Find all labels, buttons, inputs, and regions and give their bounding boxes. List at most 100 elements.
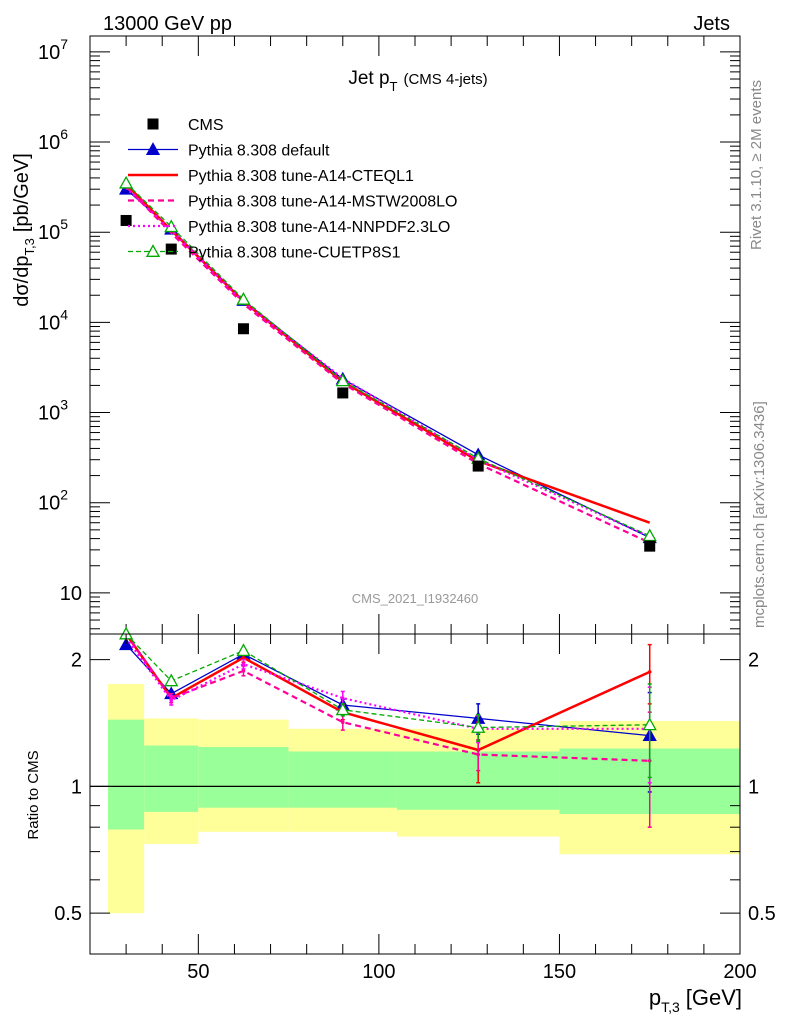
ratio-band-inner	[108, 719, 145, 830]
y-tick-label-exp: 4	[60, 306, 68, 322]
y-tick-label-exp: 7	[60, 36, 68, 52]
y-tick-label-base: 10	[38, 493, 60, 515]
ratio-series-line	[125, 633, 650, 729]
series-line	[125, 182, 650, 537]
y-tick-label: 107	[38, 36, 68, 64]
x-tick-label: 150	[543, 961, 576, 983]
series-marker	[236, 292, 251, 305]
header-right: Jets	[693, 13, 730, 35]
legend-label: Pythia 8.308 tune-A14-CTEQL1	[188, 168, 414, 185]
series-line	[125, 185, 651, 544]
ratio-axes: 50 100 150 200 0.5 0.5 1 1 2 2	[54, 634, 776, 983]
ylabel-main: dσ/dp	[11, 256, 33, 307]
ratio-tick-label: 2	[71, 650, 82, 672]
ratio-series-point	[241, 662, 246, 666]
x-tick-label: 50	[187, 961, 209, 983]
data-point	[165, 243, 177, 255]
legend-label: Pythia 8.308 default	[188, 143, 330, 160]
ratio-tick-label-right: 0.5	[748, 903, 776, 925]
legend: CMS Pythia 8.308 default Pythia 8.308 tune…	[128, 117, 457, 262]
ylabel-unit: [pb/GeV]	[11, 153, 33, 232]
ratio-y-label: Ratio to CMS	[25, 750, 42, 839]
x-axis-label: pT,3 [GeV]	[649, 985, 742, 1015]
series-2	[125, 185, 651, 544]
legend-label-data: CMS	[188, 117, 224, 134]
y-tick-label-exp: 6	[60, 126, 68, 142]
side-text-bottom: mcplots.cern.ch [arXiv:1306.3436]	[751, 401, 768, 628]
ratio-series-marker	[471, 720, 486, 733]
data-point	[120, 214, 132, 226]
xlabel-main: p	[649, 985, 661, 1010]
chart-title: Jet pT (CMS 4-jets)	[348, 68, 487, 94]
y-axis-label: dσ/dpT,3 [pb/GeV]	[11, 153, 37, 307]
ratio-band-inner	[288, 751, 397, 808]
ratio-series-point	[476, 752, 480, 757]
main-marks	[119, 175, 657, 552]
data-point	[644, 540, 656, 552]
ratio-series-marker	[335, 702, 350, 716]
y-tick-label: 103	[38, 397, 68, 425]
legend-swatch-data	[147, 118, 159, 130]
y-tick-label: 106	[38, 126, 68, 154]
ratio-series-point	[340, 696, 345, 700]
series-4	[119, 175, 657, 542]
ratio-series-4	[119, 626, 657, 779]
legend-item-3: Pythia 8.308 tune-A14-NNPDF2.3LO	[128, 219, 450, 236]
series-marker	[335, 373, 350, 387]
series-0	[119, 181, 657, 544]
data-points	[120, 214, 656, 552]
legend-label: Pythia 8.308 tune-A14-NNPDF2.3LO	[188, 219, 450, 236]
y-tick-label-base: 10	[38, 312, 60, 334]
legend-item-0: Pythia 8.308 default	[128, 142, 330, 160]
legend-swatch-marker	[145, 142, 161, 155]
legend-item-1: Pythia 8.308 tune-A14-CTEQL1	[128, 168, 414, 185]
ratio-series-point	[647, 670, 652, 674]
y-tick-label: 105	[38, 216, 68, 244]
y-tick-label-exp: 5	[60, 216, 68, 232]
y-tick-label-base: 10	[38, 222, 60, 244]
ratio-series-marker	[236, 643, 251, 657]
title-note: (CMS 4-jets)	[403, 71, 487, 88]
data-point	[337, 387, 349, 399]
y-tick-label-exp: 3	[60, 397, 68, 413]
ratio-series-point	[241, 655, 246, 660]
xlabel-unit: [GeV]	[686, 985, 742, 1010]
y-tick-label: 102	[38, 487, 68, 515]
watermark: CMS_2021_I1932460	[352, 591, 479, 606]
data-point	[237, 323, 249, 335]
xlabel-sub: T,3	[661, 999, 680, 1015]
ratio-series-line	[125, 633, 650, 762]
series-line	[125, 188, 650, 539]
ratio-series-line	[125, 637, 650, 730]
legend-swatch-marker	[145, 244, 161, 257]
header-left: 13000 GeV pp	[103, 13, 232, 35]
legend-label: Pythia 8.308 tune-A14-MSTW2008LO	[188, 194, 457, 211]
main-x-axis	[89, 36, 741, 634]
ratio-tick-label: 0.5	[54, 903, 82, 925]
data-point	[472, 460, 484, 472]
x-tick-label: 200	[723, 961, 756, 983]
ratio-series-point	[340, 720, 345, 725]
y-tick-label-exp: 2	[60, 487, 68, 503]
y-tick-label-base: 10	[38, 403, 60, 425]
title-main: Jet p	[348, 68, 389, 89]
series-3	[125, 187, 651, 538]
legend-label: Pythia 8.308 tune-CUETP8S1	[188, 245, 401, 262]
series-line	[125, 187, 651, 538]
ratio-series-marker	[642, 717, 657, 731]
ratio-tick-label-right: 1	[748, 776, 759, 798]
series-marker	[119, 175, 134, 189]
ratio-band-inner	[144, 745, 199, 812]
ratio-series-point	[169, 698, 174, 703]
legend-item-4: Pythia 8.308 tune-CUETP8S1	[128, 244, 401, 262]
y-tick-label: 10	[60, 583, 82, 605]
legend-item-2: Pythia 8.308 tune-A14-MSTW2008LO	[128, 194, 457, 211]
ratio-tick-label: 1	[71, 776, 82, 798]
ratio-series-point	[241, 669, 246, 673]
x-tick-label: 100	[362, 961, 395, 983]
y-tick-label-base: 10	[38, 42, 60, 64]
ratio-series-marker	[164, 673, 179, 687]
